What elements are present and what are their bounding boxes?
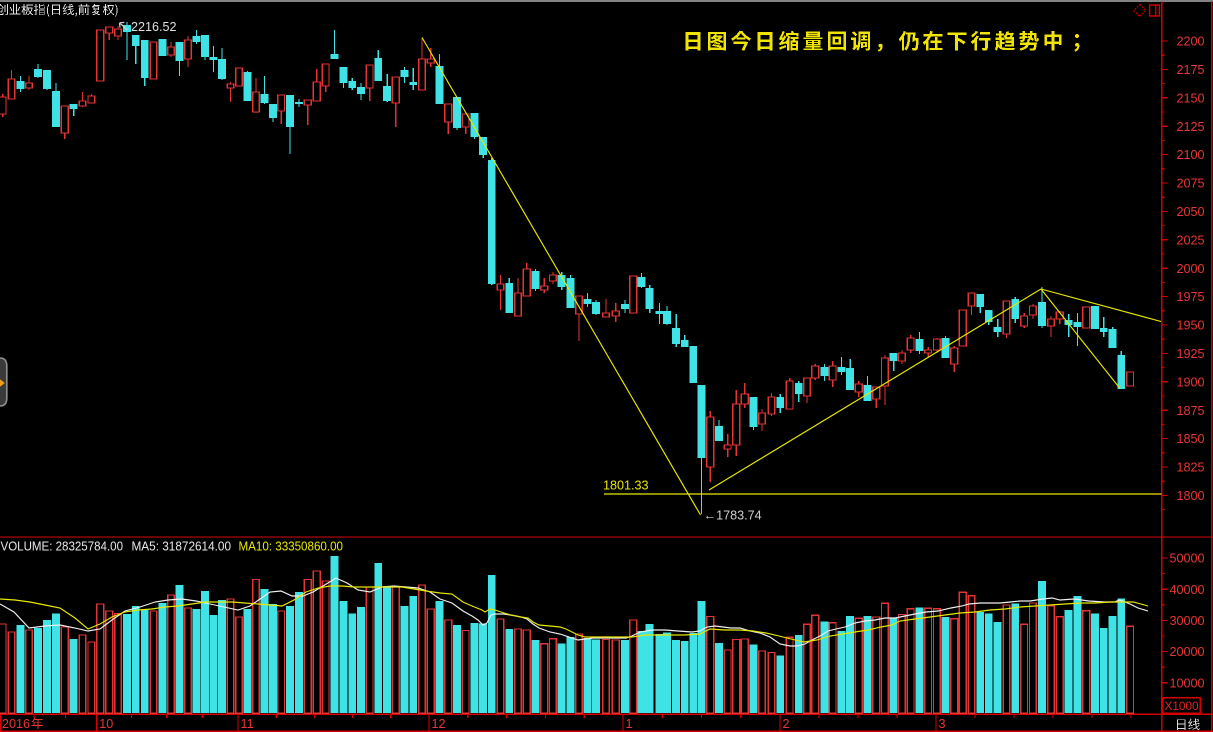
svg-text:VOLUME: 28325784.00: VOLUME: 28325784.00 (1, 540, 124, 554)
svg-text:1975: 1975 (1176, 290, 1204, 304)
svg-text:1875: 1875 (1176, 404, 1204, 418)
svg-text:2200: 2200 (1176, 35, 1204, 49)
svg-text:←1783.74: ←1783.74 (704, 509, 762, 523)
svg-text:MA5: 31872614.00: MA5: 31872614.00 (132, 540, 232, 554)
svg-text:2000: 2000 (1176, 262, 1204, 276)
svg-text:2: 2 (783, 717, 790, 731)
svg-text:MA10: 33350860.00: MA10: 33350860.00 (239, 540, 344, 554)
svg-text:2150: 2150 (1176, 91, 1204, 105)
svg-text:50000: 50000 (1169, 552, 1204, 566)
svg-text:3: 3 (939, 717, 946, 731)
svg-text:20000: 20000 (1169, 645, 1204, 659)
svg-text:12: 12 (432, 717, 446, 731)
svg-text:2075: 2075 (1176, 177, 1204, 191)
svg-text:1950: 1950 (1176, 319, 1204, 333)
svg-text:1: 1 (626, 717, 633, 731)
svg-text:2050: 2050 (1176, 205, 1204, 219)
svg-text:1800: 1800 (1176, 489, 1204, 503)
svg-text:X1000: X1000 (1165, 699, 1200, 713)
svg-text:1925: 1925 (1176, 347, 1204, 361)
svg-text:1900: 1900 (1176, 375, 1204, 389)
svg-text:1825: 1825 (1176, 461, 1204, 475)
svg-text:11: 11 (241, 717, 254, 731)
svg-text:2216.52: 2216.52 (131, 20, 177, 34)
svg-text:30000: 30000 (1169, 614, 1204, 628)
svg-text:1801.33: 1801.33 (603, 479, 649, 493)
svg-text:2025: 2025 (1176, 233, 1204, 247)
svg-text:10000: 10000 (1169, 676, 1204, 690)
svg-text:2100: 2100 (1176, 148, 1204, 162)
svg-text:2016: 2016 (2, 717, 30, 731)
svg-text:2125: 2125 (1176, 120, 1204, 134)
svg-text:10: 10 (99, 717, 113, 731)
svg-text:2175: 2175 (1176, 63, 1204, 77)
svg-text:40000: 40000 (1169, 583, 1204, 597)
svg-text:1850: 1850 (1176, 432, 1204, 446)
